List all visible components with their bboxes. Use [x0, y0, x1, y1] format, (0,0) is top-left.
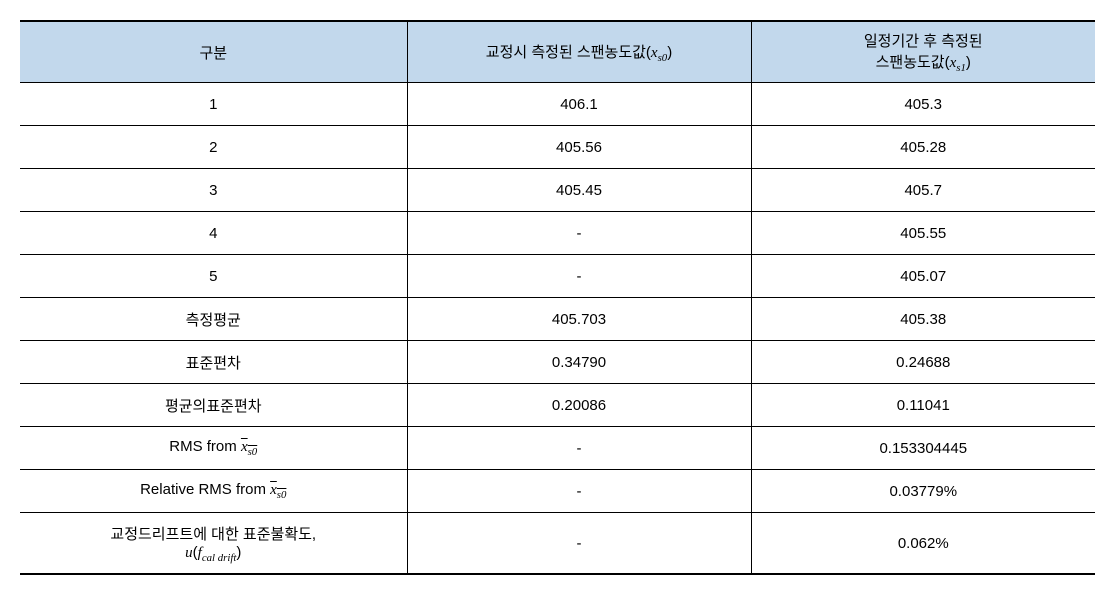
row-label: 4: [20, 212, 407, 255]
row-value-period: 405.38: [751, 298, 1095, 341]
col-header-label: 구분: [199, 45, 227, 62]
row-value-calibration: 405.703: [407, 298, 751, 341]
row-value-period: 405.07: [751, 255, 1095, 298]
table-row: 3405.45405.7: [20, 169, 1095, 212]
relative-rms-value-period: 0.03779%: [751, 470, 1095, 513]
rms-overline: xs0: [241, 438, 257, 455]
table-row: 표준편차0.347900.24688: [20, 341, 1095, 384]
row-label: 측정평균: [20, 298, 407, 341]
col-header-calibration: 교정시 측정된 스팬농도값(xs0): [407, 21, 751, 83]
rms-value-period: 0.153304445: [751, 427, 1095, 470]
relative-rms-prefix: Relative RMS from: [140, 481, 270, 498]
col-header-var: x: [651, 45, 658, 61]
drift-arg-sub: cal drift: [202, 552, 237, 564]
table-row: 1406.1405.3: [20, 83, 1095, 126]
col-header-category: 구분: [20, 21, 407, 83]
table-row: 평균의표준편차0.200860.11041: [20, 384, 1095, 427]
col-header-sub: s0: [658, 52, 668, 64]
rms-sub: s0: [248, 446, 258, 458]
drift-label-line2: u(fcal drift): [26, 544, 401, 564]
drift-func: u: [185, 545, 193, 561]
row-value-calibration: 406.1: [407, 83, 751, 126]
row-label: 5: [20, 255, 407, 298]
col-header-prefix: 교정시 측정된 스팬농도값(: [486, 44, 651, 61]
rms-row: RMS from xs0-0.153304445: [20, 427, 1095, 470]
row-label: 표준편차: [20, 341, 407, 384]
col-header-line1: 일정기간 후 측정된: [758, 30, 1090, 51]
table-row: 5-405.07: [20, 255, 1095, 298]
relative-rms-var: x: [270, 482, 277, 498]
row-label: 평균의표준편차: [20, 384, 407, 427]
row-value-calibration: 0.20086: [407, 384, 751, 427]
measurement-table: 구분 교정시 측정된 스팬농도값(xs0) 일정기간 후 측정된 스팬농도값(x…: [20, 20, 1095, 575]
relative-rms-sub: s0: [277, 489, 287, 501]
row-value-calibration: -: [407, 255, 751, 298]
row-value-calibration: -: [407, 212, 751, 255]
row-label: 1: [20, 83, 407, 126]
drift-label-cell: 교정드리프트에 대한 표준불확도,u(fcal drift): [20, 513, 407, 575]
rms-prefix: RMS from: [169, 438, 241, 455]
row-value-calibration: 405.56: [407, 126, 751, 169]
row-value-period: 0.24688: [751, 341, 1095, 384]
relative-rms-value-calibration: -: [407, 470, 751, 513]
table-row: 2405.56405.28: [20, 126, 1095, 169]
drift-label-line1: 교정드리프트에 대한 표준불확도,: [26, 523, 401, 544]
table-row: 측정평균405.703405.38: [20, 298, 1095, 341]
row-value-period: 405.28: [751, 126, 1095, 169]
row-value-period: 0.11041: [751, 384, 1095, 427]
rms-label: RMS from xs0: [20, 427, 407, 470]
col-header-line2-prefix: 스팬농도값(: [876, 54, 950, 71]
table-header-row: 구분 교정시 측정된 스팬농도값(xs0) 일정기간 후 측정된 스팬농도값(x…: [20, 21, 1095, 83]
relative-rms-row: Relative RMS from xs0-0.03779%: [20, 470, 1095, 513]
relative-rms-overline: xs0: [270, 481, 286, 498]
table-body: 1406.1405.32405.56405.283405.45405.74-40…: [20, 83, 1095, 575]
row-value-period: 405.55: [751, 212, 1095, 255]
col-header-line2: 스팬농도값(xs1): [758, 51, 1090, 74]
row-value-calibration: 405.45: [407, 169, 751, 212]
col-header-line2-sub: s1: [956, 62, 966, 74]
row-value-period: 405.7: [751, 169, 1095, 212]
row-label: 3: [20, 169, 407, 212]
col-header-line2-suffix: ): [966, 54, 971, 71]
rms-value-calibration: -: [407, 427, 751, 470]
row-value-period: 405.3: [751, 83, 1095, 126]
drift-value-calibration: -: [407, 513, 751, 575]
rms-var: x: [241, 439, 248, 455]
drift-value-period: 0.062%: [751, 513, 1095, 575]
relative-rms-label: Relative RMS from xs0: [20, 470, 407, 513]
col-header-suffix: ): [667, 44, 672, 61]
row-value-calibration: 0.34790: [407, 341, 751, 384]
row-label: 2: [20, 126, 407, 169]
table-row: 4-405.55: [20, 212, 1095, 255]
col-header-period: 일정기간 후 측정된 스팬농도값(xs1): [751, 21, 1095, 83]
drift-uncertainty-row: 교정드리프트에 대한 표준불확도,u(fcal drift)-0.062%: [20, 513, 1095, 575]
